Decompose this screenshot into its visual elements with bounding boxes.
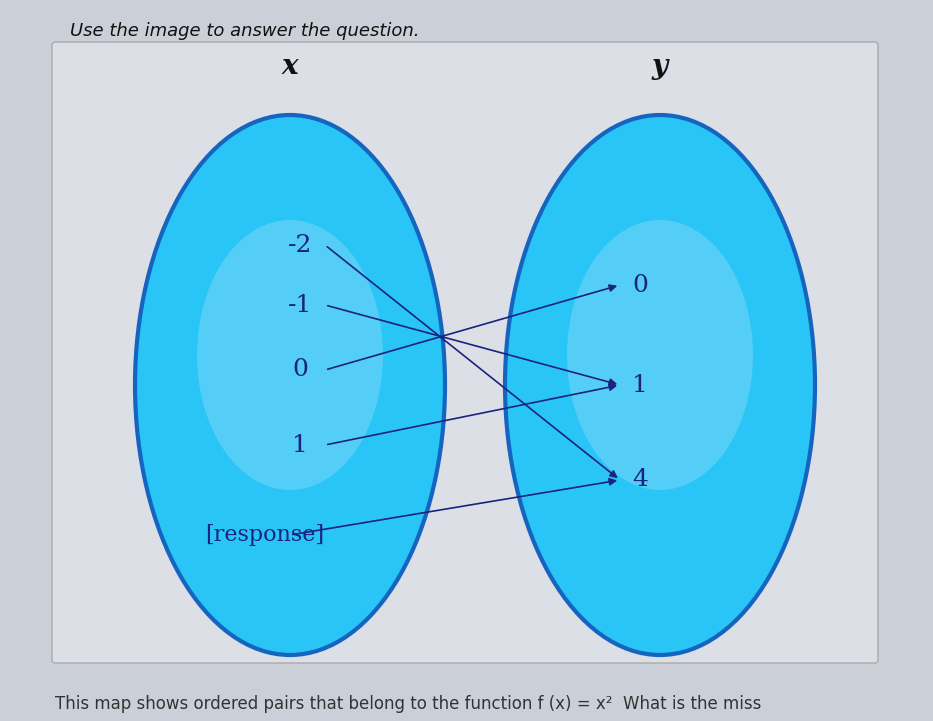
Text: 0: 0: [632, 273, 648, 296]
Text: -1: -1: [288, 293, 313, 317]
Ellipse shape: [505, 115, 815, 655]
Text: 0: 0: [292, 358, 308, 381]
Text: 1: 1: [633, 373, 648, 397]
Text: [response]: [response]: [205, 524, 325, 546]
Text: Use the image to answer the question.: Use the image to answer the question.: [70, 22, 420, 40]
FancyBboxPatch shape: [52, 42, 878, 663]
Text: y: y: [652, 53, 668, 80]
Ellipse shape: [567, 220, 753, 490]
Ellipse shape: [135, 115, 445, 655]
Ellipse shape: [197, 220, 383, 490]
Text: -2: -2: [287, 234, 313, 257]
Text: x: x: [282, 53, 299, 80]
Text: This map shows ordered pairs that belong to the function f (x) = x²  What is the: This map shows ordered pairs that belong…: [55, 695, 761, 713]
Text: 4: 4: [632, 469, 648, 492]
Text: 1: 1: [292, 433, 308, 456]
